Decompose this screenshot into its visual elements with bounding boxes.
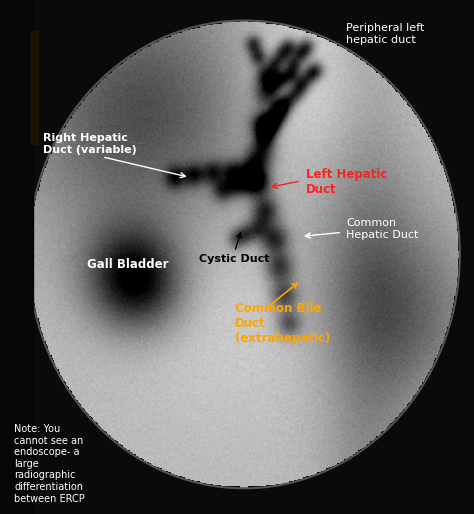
Text: Cystic Duct: Cystic Duct <box>200 253 270 264</box>
Text: Peripheral left
hepatic duct: Peripheral left hepatic duct <box>346 23 424 45</box>
Text: Left Hepatic
Duct: Left Hepatic Duct <box>306 169 387 196</box>
Text: Common
Hepatic Duct: Common Hepatic Duct <box>346 218 419 240</box>
Text: Note: You
cannot see an
endoscope- a
large
radiographic
differentiation
between : Note: You cannot see an endoscope- a lar… <box>14 424 85 504</box>
Text: Gall Bladder: Gall Bladder <box>87 258 169 271</box>
Bar <box>0 0 33 514</box>
Text: Right Hepatic
Duct (variable): Right Hepatic Duct (variable) <box>43 133 137 155</box>
Bar <box>31 31 38 144</box>
Text: Common Bile
Duct
(extrahepatic): Common Bile Duct (extrahepatic) <box>235 302 330 345</box>
